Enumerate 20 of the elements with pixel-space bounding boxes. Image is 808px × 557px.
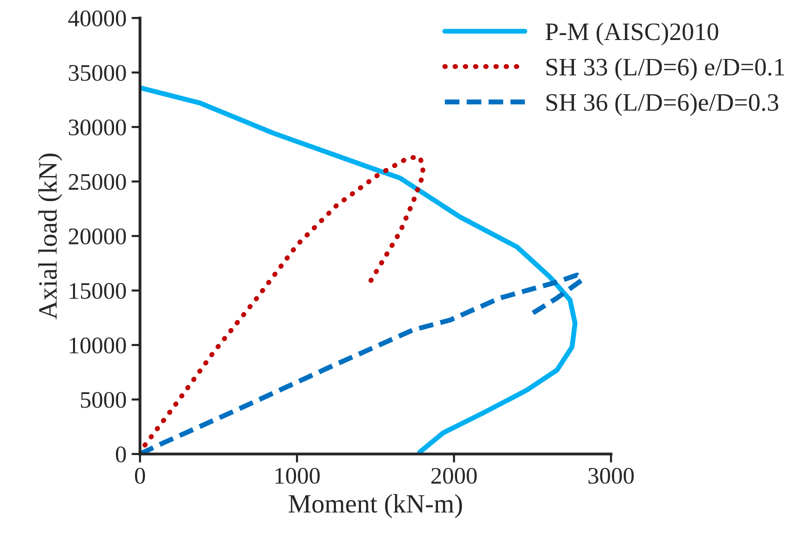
- x-axis-title: Moment (kN-m): [288, 494, 462, 518]
- y-tick-label: 5000: [80, 392, 126, 408]
- x-tick-label: 3000: [588, 468, 634, 484]
- legend-label: SH 33 (L/D=6) e/D=0.1: [546, 58, 784, 81]
- y-tick-label: 40000: [68, 10, 126, 26]
- x-tick-label: 1000: [275, 468, 320, 484]
- y-tick-label: 15000: [70, 282, 126, 299]
- y-tick-label: 30000: [68, 119, 126, 136]
- y-tick-label: 20000: [68, 228, 126, 244]
- y-axis-title: Axial load (kN): [38, 154, 62, 320]
- y-tick-label: 0: [116, 446, 126, 462]
- y-tick-label: 25000: [68, 174, 126, 190]
- legend-label: SH 36 (L/D=6)e/D=0.3: [546, 93, 778, 116]
- line-series: [140, 85, 578, 454]
- line-series: [140, 272, 584, 454]
- x-tick-label: 0: [134, 468, 146, 484]
- y-tick-label: 10000: [70, 337, 126, 354]
- y-tick-label: 35000: [68, 64, 126, 81]
- legend-label: P-M (AISC)2010: [546, 22, 718, 46]
- x-tick-label: 2000: [431, 468, 477, 484]
